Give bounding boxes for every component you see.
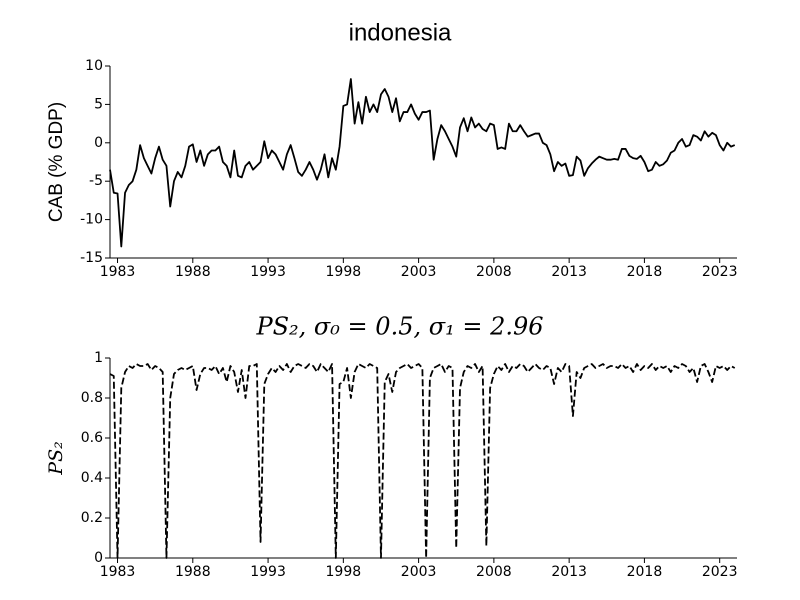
chart-title: PS₂, σ₀ = 0.5, σ₁ = 2.96 bbox=[255, 313, 543, 341]
y-tick-label: 0.2 bbox=[81, 510, 103, 526]
y-tick-label: 0.8 bbox=[81, 390, 103, 406]
y-tick-label: 10 bbox=[85, 58, 103, 74]
y-axis-label: CAB (% GDP) bbox=[46, 102, 67, 222]
x-tick-label: 2018 bbox=[627, 264, 663, 280]
y-tick-label: 1 bbox=[94, 350, 103, 366]
x-tick-label: 1993 bbox=[250, 564, 286, 580]
x-tick-label: 2003 bbox=[401, 264, 437, 280]
y-tick-label: 0 bbox=[94, 550, 103, 566]
y-tick-label: 0.4 bbox=[81, 470, 103, 486]
x-tick-label: 1998 bbox=[326, 564, 362, 580]
x-tick-label: 2023 bbox=[702, 564, 738, 580]
y-tick-label: 5 bbox=[94, 96, 103, 112]
x-tick-label: 1998 bbox=[326, 264, 362, 280]
x-tick-label: 1988 bbox=[175, 564, 211, 580]
y-tick-label: 0 bbox=[94, 135, 103, 151]
x-tick-label: 2013 bbox=[551, 264, 587, 280]
y-tick-label: 0.6 bbox=[81, 430, 103, 446]
y-tick-label: -15 bbox=[80, 250, 103, 266]
x-tick-label: 1983 bbox=[100, 564, 136, 580]
x-tick-label: 2008 bbox=[476, 264, 512, 280]
x-tick-label: 1983 bbox=[100, 264, 136, 280]
x-tick-label: 2003 bbox=[401, 564, 437, 580]
data-line bbox=[109, 363, 736, 559]
y-tick-label: -5 bbox=[89, 173, 103, 189]
x-tick-label: 1993 bbox=[250, 264, 286, 280]
data-line bbox=[109, 78, 736, 248]
x-tick-label: 2018 bbox=[627, 564, 663, 580]
y-tick-label: -10 bbox=[80, 212, 103, 228]
x-tick-label: 2023 bbox=[702, 264, 738, 280]
y-axis-label: PS₂ bbox=[45, 441, 67, 475]
chart-title: indonesia bbox=[349, 19, 452, 46]
x-tick-label: 2008 bbox=[476, 564, 512, 580]
x-tick-label: 1988 bbox=[175, 264, 211, 280]
x-tick-label: 2013 bbox=[551, 564, 587, 580]
